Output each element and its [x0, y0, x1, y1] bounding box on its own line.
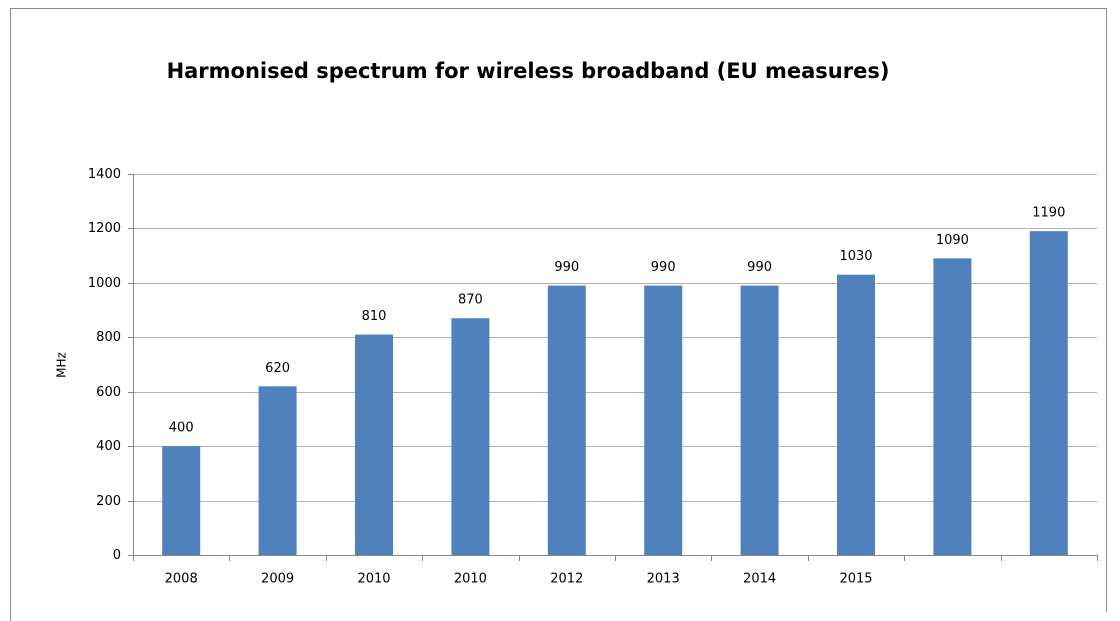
y-tick-label: 800: [96, 330, 121, 345]
bar: [837, 274, 875, 555]
data-label: 1190: [1032, 206, 1065, 221]
y-tick-label: 600: [96, 385, 121, 400]
bar: [644, 285, 683, 555]
data-label: 810: [362, 309, 387, 324]
y-tick-label: 1200: [88, 221, 121, 236]
x-tick-label: 2010: [454, 572, 487, 587]
data-label: 990: [554, 260, 579, 275]
data-label: 870: [458, 293, 483, 308]
y-tick-label: 400: [96, 439, 121, 454]
x-tick-label: 2012: [550, 572, 583, 587]
x-tick-label: 2010: [357, 572, 390, 587]
bar: [933, 258, 972, 555]
y-tick-label: 0: [113, 548, 121, 563]
data-label: 620: [265, 361, 290, 376]
bar: [451, 318, 490, 555]
bar: [1029, 231, 1068, 555]
y-tick-label: 1400: [88, 167, 121, 182]
bar: [740, 285, 779, 555]
bar: [258, 386, 297, 555]
chart-title: Harmonised spectrum for wireless broadba…: [167, 59, 890, 83]
x-tick-label: 2014: [743, 572, 776, 587]
x-tick-label: 2013: [647, 572, 680, 587]
bar: [547, 285, 586, 555]
bar: [162, 446, 201, 555]
x-tick-label: 2015: [839, 572, 872, 587]
x-tick-label: 2009: [261, 572, 294, 587]
bar: [355, 334, 393, 555]
x-tick-label: 2008: [165, 572, 198, 587]
y-tick-label: 200: [96, 494, 121, 509]
data-label: 990: [747, 260, 772, 275]
data-label: 400: [169, 421, 194, 436]
data-label: 1090: [936, 233, 969, 248]
y-axis-label: MHz: [55, 352, 69, 378]
y-tick-label: 1000: [88, 276, 121, 291]
data-label: 1030: [839, 249, 872, 264]
data-label: 990: [651, 260, 676, 275]
